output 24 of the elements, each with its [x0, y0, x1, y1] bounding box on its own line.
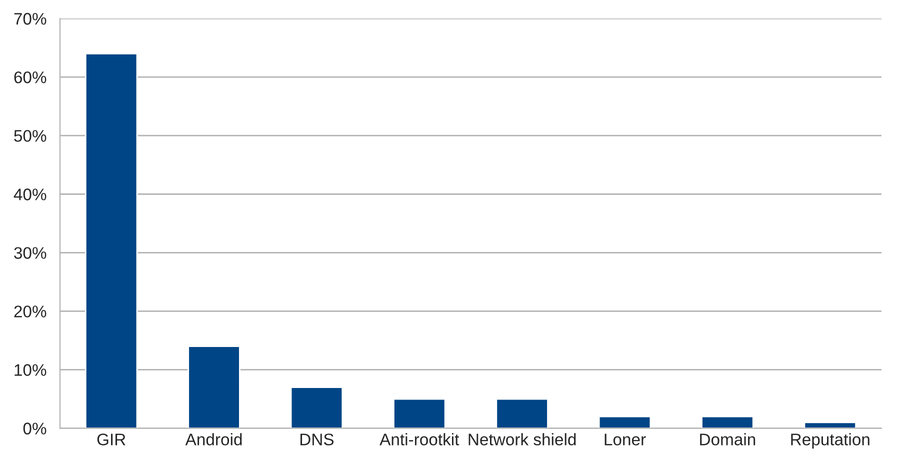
- y-tick-label: 60%: [14, 71, 46, 84]
- x-tick-label: DNS: [300, 434, 334, 446]
- x-tick-label: Domain: [700, 433, 756, 446]
- bar: [804, 422, 856, 428]
- y-tick-label: 30%: [14, 247, 46, 259]
- bar: [188, 346, 240, 428]
- x-tick-label: Loner: [604, 434, 646, 446]
- y-tick-label: 70%: [14, 12, 46, 25]
- y-tick-label: 50%: [14, 130, 46, 142]
- x-tick-label: GIR: [97, 434, 126, 446]
- y-tick-label: 10%: [14, 364, 46, 376]
- y-tick-label: 40%: [14, 188, 46, 200]
- y-tick-label: 0%: [23, 422, 46, 434]
- bar: [393, 398, 446, 428]
- bar: [290, 386, 344, 428]
- bar: [701, 416, 754, 428]
- x-tick-label: Android: [185, 433, 242, 446]
- y-tick-label: 20%: [14, 306, 46, 318]
- bar: [496, 398, 548, 428]
- bar: [598, 416, 652, 428]
- x-tick-label: Reputation: [791, 433, 870, 449]
- bar: [84, 52, 138, 428]
- x-tick-label: Network shield: [468, 433, 576, 446]
- x-tick-label: Anti-rootkit: [380, 433, 460, 446]
